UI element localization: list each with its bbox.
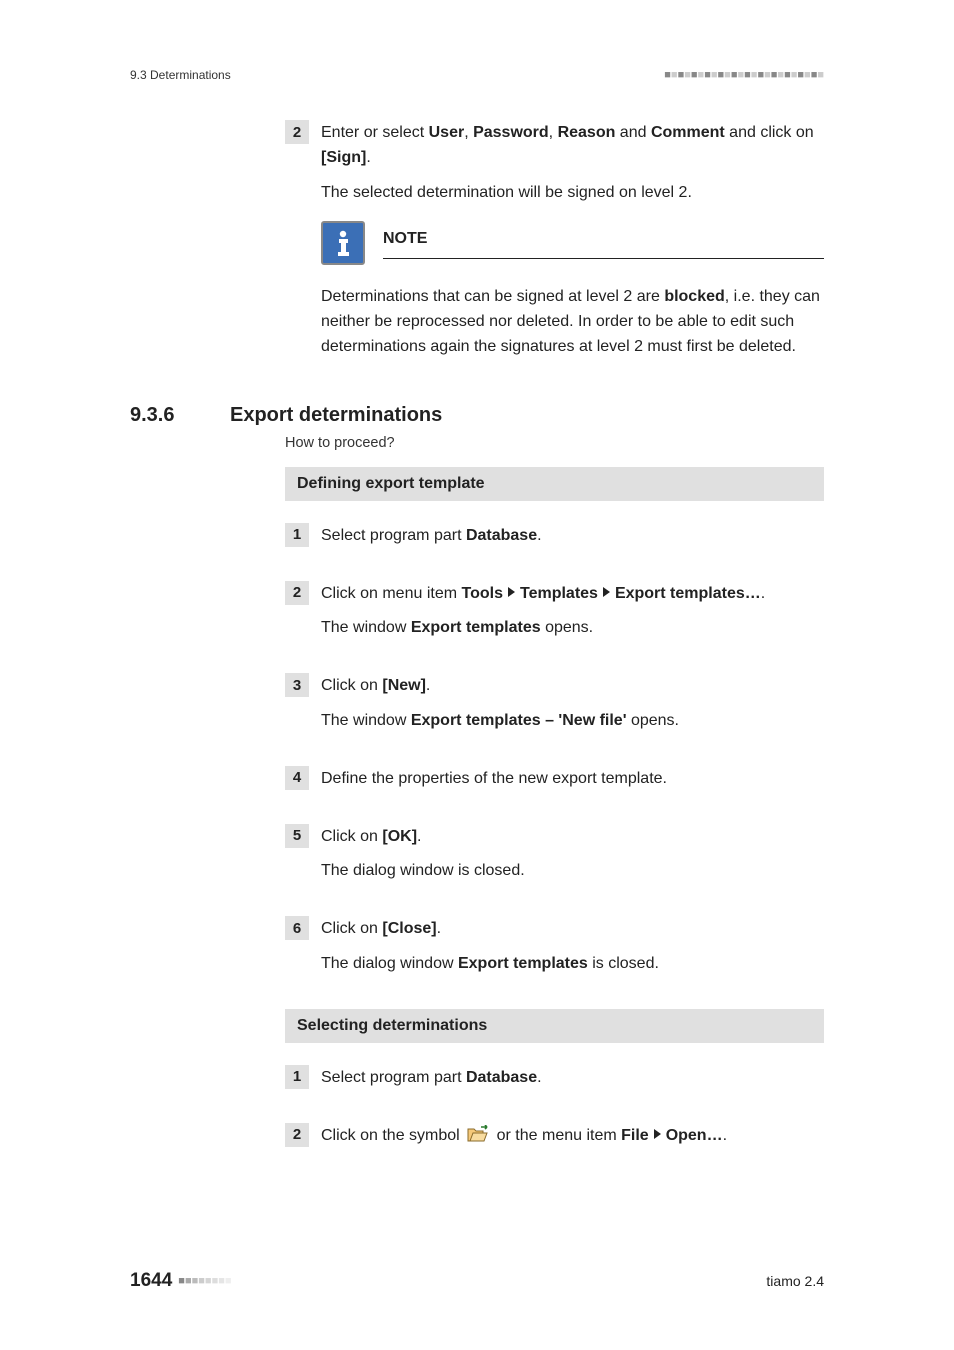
subheading-selecting-determinations: Selecting determinations — [285, 1009, 824, 1043]
footer-decoration: ■■■■■■■■ — [178, 1275, 231, 1287]
how-to-proceed-label: How to proceed? — [285, 435, 824, 451]
step-number: 6 — [285, 916, 309, 940]
menu-arrow-icon — [508, 587, 515, 597]
define-step-2: 2 Click on menu item ToolsTemplatesExpor… — [285, 581, 824, 652]
section-heading: 9.3.6 Export determinations — [130, 404, 824, 427]
note-text: Determinations that can be signed at lev… — [321, 285, 824, 359]
define-step-4: 4 Define the properties of the new expor… — [285, 766, 824, 802]
step-text: Enter or select User, Password, Reason a… — [321, 121, 824, 171]
note-title: NOTE — [383, 230, 427, 247]
subheading-defining-export-template: Defining export template — [285, 467, 824, 501]
select-step-2: 2 Click on the symbol or the menu item F… — [285, 1123, 824, 1162]
header-decoration: ■■■■■■■■■■■■■■■■■■■■■■■■ — [664, 69, 824, 81]
step-number: 5 — [285, 824, 309, 848]
step-number: 2 — [285, 581, 309, 605]
step-number: 1 — [285, 1065, 309, 1089]
open-folder-icon — [467, 1125, 489, 1152]
menu-arrow-icon — [603, 587, 610, 597]
step-number: 1 — [285, 523, 309, 547]
step-number: 4 — [285, 766, 309, 790]
define-step-3: 3 Click on [New]. The window Export temp… — [285, 673, 824, 744]
section-number: 9.3.6 — [130, 404, 230, 427]
define-step-6: 6 Click on [Close]. The dialog window Ex… — [285, 916, 824, 987]
info-icon — [321, 221, 365, 265]
menu-arrow-icon — [654, 1129, 661, 1139]
select-step-1: 1 Select program part Database. — [285, 1065, 824, 1101]
step-number: 2 — [285, 120, 309, 144]
header-section-label: 9.3 Determinations — [130, 68, 231, 82]
section-title: Export determinations — [230, 404, 442, 427]
signing-step-2: 2 Enter or select User, Password, Reason… — [285, 120, 824, 370]
define-step-1: 1 Select program part Database. — [285, 523, 824, 559]
step-number: 3 — [285, 673, 309, 697]
note-block: NOTE Determinations that can be signed a… — [321, 215, 824, 359]
page-number: 1644 — [130, 1270, 172, 1292]
define-step-5: 5 Click on [OK]. The dialog window is cl… — [285, 824, 824, 895]
step-text-result: The selected determination will be signe… — [321, 181, 824, 206]
step-number: 2 — [285, 1123, 309, 1147]
footer-product-label: tiamo 2.4 — [766, 1273, 824, 1289]
